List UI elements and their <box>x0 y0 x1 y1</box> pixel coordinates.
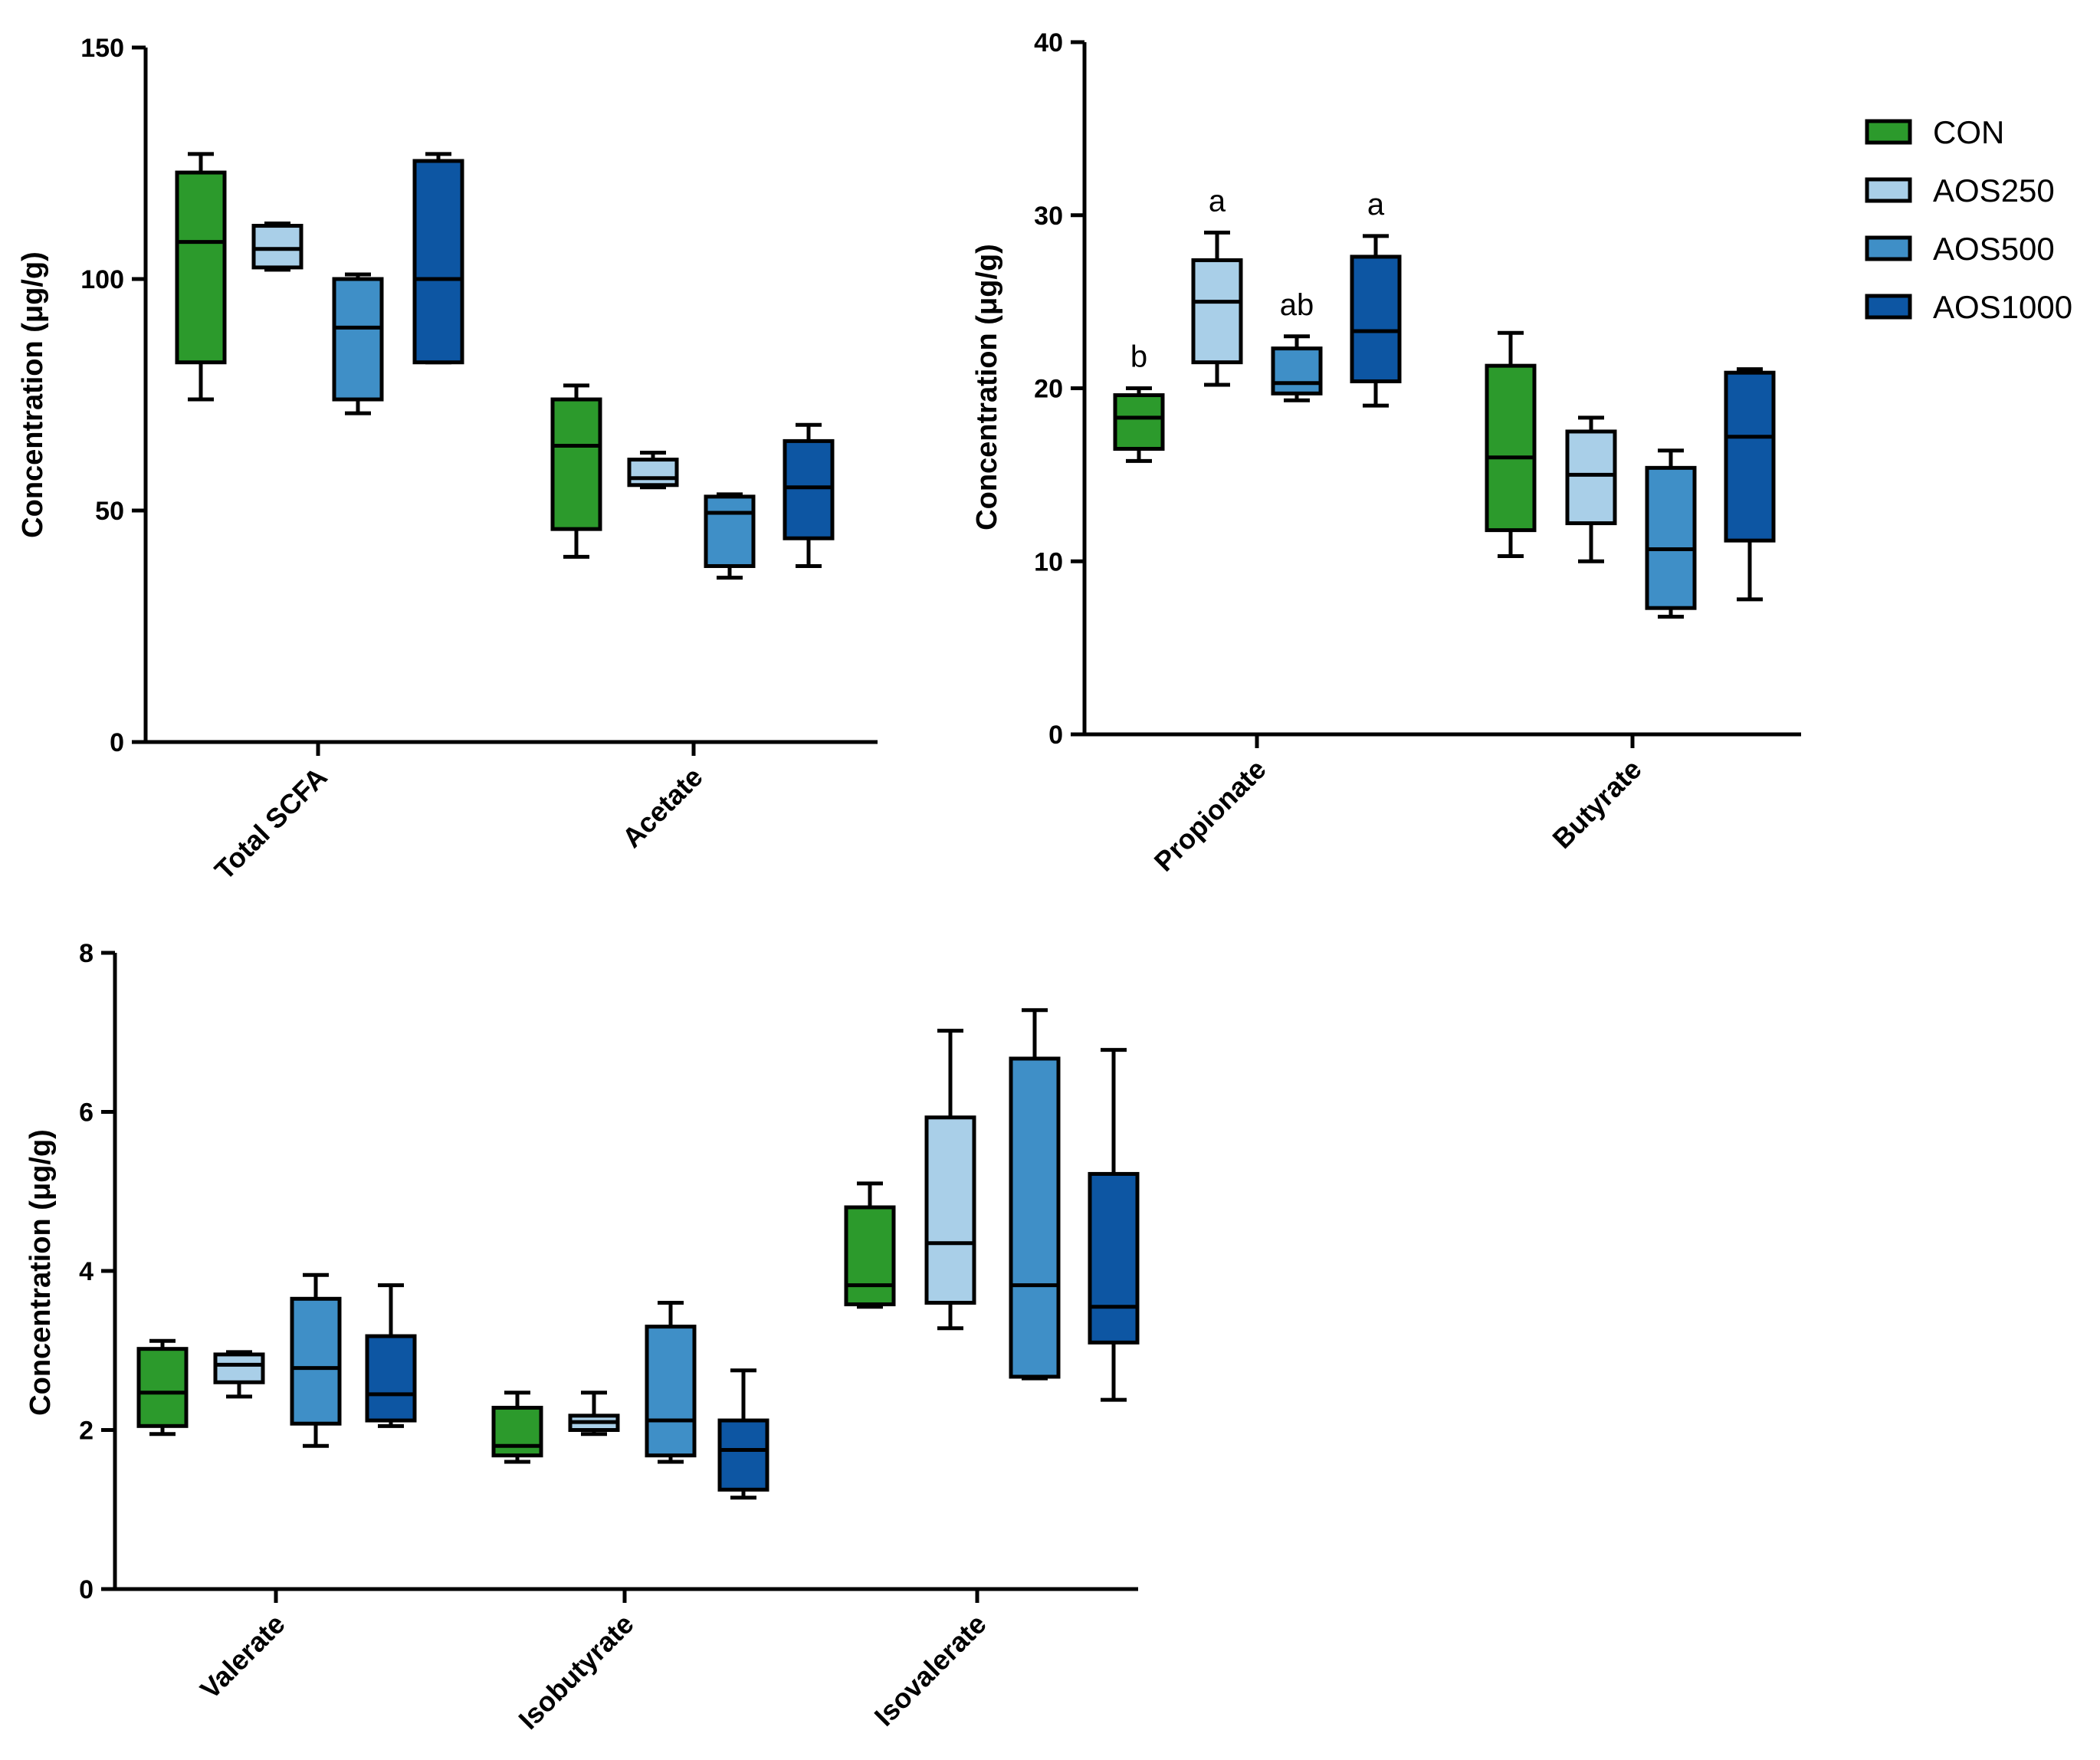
box-plot-AOS500 <box>1645 448 1697 619</box>
significance-letter: ab <box>1280 288 1314 322</box>
y-tick-label: 4 <box>79 1257 94 1286</box>
y-tick-label: 30 <box>1034 202 1063 231</box>
box-plot-AOS250 <box>251 222 304 272</box>
legend-swatch-AOS250 <box>1865 177 1912 203</box>
iqr-box <box>645 1325 697 1458</box>
iqr-box <box>1565 429 1617 526</box>
box-plot-AOS500 <box>290 1272 342 1448</box>
iqr-box <box>251 224 304 270</box>
legend-label: CON <box>1933 114 2004 150</box>
category-label: Total SCFA <box>208 761 333 886</box>
box-plot-CON <box>491 1391 543 1464</box>
legend-label: AOS250 <box>1933 172 2055 209</box>
box-plot-AOS1000 <box>365 1283 417 1428</box>
box-plot-CON <box>1485 330 1537 558</box>
box-plot-AOS500 <box>1009 1008 1061 1381</box>
y-axis-title: Concentration (μg/g) <box>25 1129 57 1416</box>
iqr-box <box>1191 258 1243 365</box>
panel-bottom: 0 2 4 6 8 Concentration (μg/g) Valerate Isobuty… <box>25 939 1140 1735</box>
box-plot-AOS1000 <box>412 152 464 365</box>
category-label: Isobutyrate <box>512 1608 639 1735</box>
box-plot-CON <box>844 1181 896 1309</box>
y-tick-label: 0 <box>1048 721 1063 750</box>
box-plot-AOS500 <box>645 1301 697 1464</box>
iqr-box <box>332 277 384 402</box>
category-label: Acetate <box>616 761 709 854</box>
iqr-box <box>491 1405 543 1458</box>
box-plot-AOS1000 <box>783 422 835 568</box>
panel-top-left: 0 50 100 150 Concentration (μg/g) Total SCFA A… <box>17 34 878 886</box>
box-plot-AOS250 <box>1191 230 1243 387</box>
iqr-box <box>717 1418 769 1492</box>
y-tick-label: 6 <box>79 1098 94 1128</box>
significance-letter: a <box>1367 188 1385 222</box>
iqr-box <box>290 1296 342 1426</box>
box-plot-AOS250 <box>627 451 679 490</box>
y-tick-label: 8 <box>79 939 94 968</box>
iqr-box <box>924 1115 976 1305</box>
y-tick-label: 0 <box>79 1575 94 1604</box>
legend-label: AOS1000 <box>1933 289 2072 325</box>
iqr-box <box>1088 1171 1140 1345</box>
iqr-box <box>844 1205 896 1307</box>
y-tick-label: 0 <box>110 728 124 757</box>
box-plot-AOS500 <box>332 272 384 415</box>
box-plot-AOS500 <box>704 492 756 580</box>
box-plot-AOS500 <box>1271 334 1323 402</box>
legend-swatch-AOS1000 <box>1865 294 1912 320</box>
category-label: Propionate <box>1148 754 1272 878</box>
significance-letter: b <box>1130 340 1147 374</box>
box-plot-AOS250 <box>568 1391 620 1437</box>
y-tick-label: 100 <box>80 265 124 294</box>
iqr-box <box>1724 370 1776 543</box>
iqr-box <box>1485 363 1537 533</box>
iqr-box <box>412 159 464 365</box>
box-plot-AOS250 <box>1565 415 1617 563</box>
y-tick-label: 50 <box>95 497 124 526</box>
iqr-box <box>1271 346 1323 396</box>
iqr-box <box>550 397 602 531</box>
box-plot-AOS250 <box>213 1350 265 1399</box>
legend-label: AOS500 <box>1933 231 2055 267</box>
box-plot-CON <box>136 1338 189 1437</box>
box-plot-CON <box>550 383 602 559</box>
y-tick-label: 20 <box>1034 375 1063 404</box>
category-label: Isovalerate <box>868 1608 993 1732</box>
category-label: Butyrate <box>1546 754 1647 855</box>
iqr-box <box>365 1334 417 1423</box>
iqr-box <box>175 170 227 365</box>
box-plot-AOS1000 <box>1350 234 1402 408</box>
box-plot-AOS1000 <box>1088 1048 1140 1402</box>
significance-letter: a <box>1209 184 1226 218</box>
iqr-box <box>783 438 835 540</box>
y-tick-label: 10 <box>1034 547 1063 576</box>
iqr-box <box>136 1347 189 1428</box>
box-plot-AOS250 <box>924 1029 976 1331</box>
legend: CON AOS250 AOS500 AOS1000 <box>1865 114 2072 325</box>
y-axis-title: Concentration (μg/g) <box>971 244 1003 530</box>
iqr-box <box>213 1352 265 1384</box>
category-label: Valerate <box>194 1608 291 1706</box>
y-tick-label: 2 <box>79 1417 94 1446</box>
iqr-box <box>627 458 679 488</box>
legend-swatch-AOS500 <box>1865 235 1912 261</box>
y-axis-title: Concentration (μg/g) <box>17 251 49 538</box>
box-plot-CON <box>175 152 227 402</box>
iqr-box <box>1350 254 1402 383</box>
y-tick-label: 150 <box>80 34 124 63</box>
box-plot-AOS1000 <box>1724 367 1776 602</box>
iqr-box <box>1645 465 1697 610</box>
iqr-box <box>704 494 756 568</box>
box-plot-AOS1000 <box>717 1368 769 1500</box>
panel-top-right: 0 10 20 30 40 Concentration (μg/g) Propionate B… <box>971 28 1801 878</box>
legend-swatch-CON <box>1865 119 1912 145</box>
box-plot-CON <box>1113 386 1165 463</box>
iqr-box <box>1113 393 1165 451</box>
iqr-box <box>1009 1056 1061 1379</box>
y-tick-label: 40 <box>1034 28 1063 57</box>
